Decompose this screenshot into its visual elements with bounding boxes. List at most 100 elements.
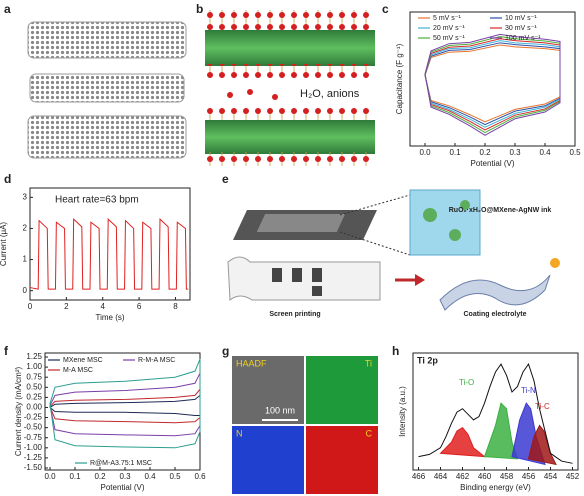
y-tick-label: 1	[23, 255, 28, 264]
series-line	[418, 363, 573, 464]
y-axis-label: Current (μA)	[0, 222, 8, 267]
mxene-structure	[27, 21, 187, 159]
plot-frame	[412, 352, 579, 471]
step-label: Coating electrolyte	[463, 311, 526, 318]
y-tick-label: 0.25	[26, 392, 42, 401]
panel-label: d	[4, 172, 11, 186]
y-tick-label: 0.75	[26, 372, 42, 381]
panel-label: g	[222, 344, 229, 358]
x-tick-label: 2	[64, 302, 69, 311]
map-label: N	[236, 428, 243, 438]
map-label: HAADF	[236, 358, 267, 368]
panel-label: e	[222, 172, 229, 186]
y-tick-label: 2	[23, 224, 28, 233]
x-tick-label: 456	[522, 472, 536, 481]
y-tick-label: 0.00	[26, 403, 42, 412]
map-label: Ti	[365, 358, 372, 368]
legend-label: 30 mV s⁻¹	[505, 25, 537, 32]
x-tick-label: 0.6	[194, 472, 206, 481]
series-line	[424, 36, 561, 134]
x-tick-label: 0.0	[419, 148, 431, 157]
ink-label: RuO₂·xH₂O@MXene-AgNW ink	[449, 207, 552, 214]
x-axis-label: Potential (V)	[470, 159, 514, 168]
series-line	[49, 394, 201, 417]
x-tick-label: 0.1	[449, 148, 461, 157]
series-line	[49, 372, 201, 437]
y-tick-label: -1.25	[24, 453, 43, 462]
y-axis-label: Intensity (a.u.)	[398, 386, 407, 437]
x-tick-label: 0.0	[44, 472, 56, 481]
x-tick-label: 0.2	[94, 472, 106, 481]
x-tick-label: 458	[500, 472, 514, 481]
x-tick-label: 0.5	[169, 472, 181, 481]
x-tick-label: 0.1	[69, 472, 81, 481]
x-tick-label: 466	[412, 472, 426, 481]
series-line	[424, 33, 561, 136]
series-line	[424, 38, 561, 131]
x-axis-label: Time (s)	[95, 313, 124, 322]
x-tick-label: 464	[434, 472, 448, 481]
legend-label: M-A MSC	[63, 367, 93, 374]
y-axis-label: Capacitance (F g⁻¹)	[395, 43, 404, 114]
y-tick-label: 1.25	[26, 352, 42, 361]
series-line	[29, 217, 189, 290]
legend-label: R-M-A MSC	[138, 357, 175, 364]
annotation: Heart rate=63 bpm	[55, 195, 139, 206]
x-axis-label: Potential (V)	[100, 483, 144, 492]
y-axis-label: Current density (mA/cm²)	[14, 366, 23, 456]
structure-label: H₂O, anions	[300, 88, 360, 100]
map-label: C	[366, 428, 373, 438]
panel-label: a	[4, 2, 11, 16]
y-tick-label: -0.25	[24, 413, 43, 422]
x-tick-label: 0.2	[479, 148, 491, 157]
fabrication-diagram	[227, 189, 560, 311]
y-tick-label: -0.50	[24, 423, 43, 432]
peak-area	[483, 402, 519, 460]
legend-label: 10 mV s⁻¹	[505, 15, 537, 22]
legend-label: 100 mV s⁻¹	[505, 35, 541, 42]
plot-frame	[409, 11, 576, 147]
panel-label: b	[196, 2, 203, 16]
series-line	[49, 358, 201, 449]
peak-label: Ti-O	[459, 378, 474, 387]
step-label: Screen printing	[269, 311, 320, 318]
plot-frame	[29, 187, 191, 301]
x-axis-label: Binding energy (eV)	[460, 483, 531, 492]
eds-maps	[232, 356, 378, 494]
x-tick-label: 0	[28, 302, 33, 311]
x-tick-label: 0.4	[539, 148, 551, 157]
y-tick-label: -1.00	[24, 443, 43, 452]
legend-label: MXene MSC	[63, 357, 103, 364]
scale-bar-label: 100 nm	[265, 405, 295, 415]
x-tick-label: 8	[173, 302, 178, 311]
x-tick-label: 6	[137, 302, 142, 311]
peak-label: Ti-C	[535, 402, 550, 411]
y-tick-label: 1.00	[26, 362, 42, 371]
x-tick-label: 0.5	[569, 148, 581, 157]
legend-label: 50 mV s⁻¹	[433, 35, 465, 42]
y-tick-label: 0	[23, 286, 28, 295]
panel-label: c	[382, 2, 389, 16]
x-tick-label: 0.4	[144, 472, 156, 481]
x-tick-label: 460	[478, 472, 492, 481]
x-tick-label: 0.3	[509, 148, 521, 157]
panel-label: h	[392, 344, 399, 358]
peak-area	[439, 427, 487, 458]
y-tick-label: 0.50	[26, 382, 42, 391]
x-tick-label: 452	[566, 472, 580, 481]
panel-label: f	[4, 344, 9, 358]
x-tick-label: 4	[101, 302, 106, 311]
x-tick-label: 0.3	[119, 472, 131, 481]
x-tick-label: 454	[544, 472, 558, 481]
y-tick-label: -0.75	[24, 433, 43, 442]
intercalation-structure	[205, 10, 375, 166]
legend-label: R@M-A3.75:1 MSC	[90, 460, 152, 467]
y-tick-label: 3	[23, 192, 28, 201]
x-tick-label: 462	[456, 472, 470, 481]
series-line	[49, 387, 201, 424]
legend-label: 5 mV s⁻¹	[433, 15, 461, 22]
peak-area	[527, 424, 557, 466]
legend-label: 20 mV s⁻¹	[433, 25, 465, 32]
chart-title: Ti 2p	[417, 355, 438, 365]
